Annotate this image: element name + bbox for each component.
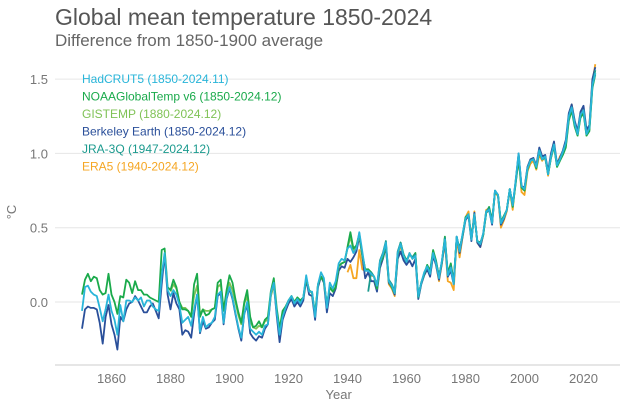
x-tick-label: 1940 [333,371,362,386]
y-tick-label: 0.0 [30,295,48,310]
x-axis-label: Year [326,387,353,402]
y-tick-label: 0.5 [30,221,48,236]
legend-entry: NOAAGlobalTemp v6 (1850-2024.12) [82,90,281,104]
legend-entry: JRA-3Q (1947-2024.12) [82,142,210,156]
x-tick-label: 1960 [392,371,421,386]
chart-subtitle: Difference from 1850-1900 average [55,31,324,50]
x-tick-label: 1880 [156,371,185,386]
x-tick-label: 2000 [510,371,539,386]
x-tick-label: 1980 [451,371,480,386]
y-axis-label: °C [4,205,19,220]
y-tick-label: 1.5 [30,72,48,87]
legend-entry: ERA5 (1940-2024.12) [82,160,199,174]
x-tick-label: 1860 [97,371,126,386]
x-tick-label: 1900 [215,371,244,386]
x-tick-label: 1920 [274,371,303,386]
x-tick-label: 2020 [569,371,598,386]
chart-title: Global mean temperature 1850-2024 [55,4,433,30]
legend-entry: Berkeley Earth (1850-2024.12) [82,125,246,139]
legend-entry: HadCRUT5 (1850-2024.11) [82,72,229,86]
series-line [367,70,597,299]
series-line [81,72,597,339]
legend-entry: GISTEMP (1880-2024.12) [82,107,221,121]
y-tick-label: 1.0 [30,146,48,161]
series-line [346,64,597,299]
